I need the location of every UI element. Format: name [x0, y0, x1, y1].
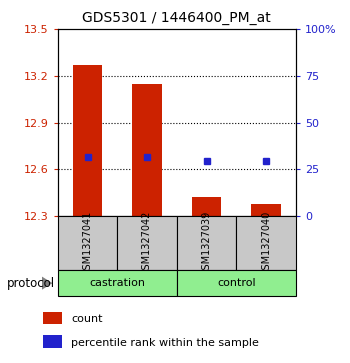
Text: GSM1327039: GSM1327039 — [202, 211, 211, 276]
Polygon shape — [42, 277, 52, 290]
Text: count: count — [71, 314, 103, 324]
Bar — [43, 335, 62, 348]
Text: castration: castration — [89, 278, 145, 288]
Bar — [132, 83, 162, 216]
Bar — [177, 216, 236, 270]
Bar — [251, 204, 281, 216]
Text: GSM1327042: GSM1327042 — [142, 211, 152, 276]
Bar — [58, 216, 117, 270]
Bar — [73, 65, 102, 216]
Title: GDS5301 / 1446400_PM_at: GDS5301 / 1446400_PM_at — [82, 11, 271, 25]
Bar — [117, 216, 177, 270]
Bar — [236, 216, 296, 270]
Text: control: control — [217, 278, 256, 288]
Text: GSM1327041: GSM1327041 — [83, 211, 92, 276]
Bar — [177, 270, 296, 296]
Bar — [43, 311, 62, 324]
Text: GSM1327040: GSM1327040 — [261, 211, 271, 276]
Bar — [58, 270, 177, 296]
Text: protocol: protocol — [7, 277, 55, 290]
Text: percentile rank within the sample: percentile rank within the sample — [71, 338, 259, 348]
Bar — [192, 197, 222, 216]
